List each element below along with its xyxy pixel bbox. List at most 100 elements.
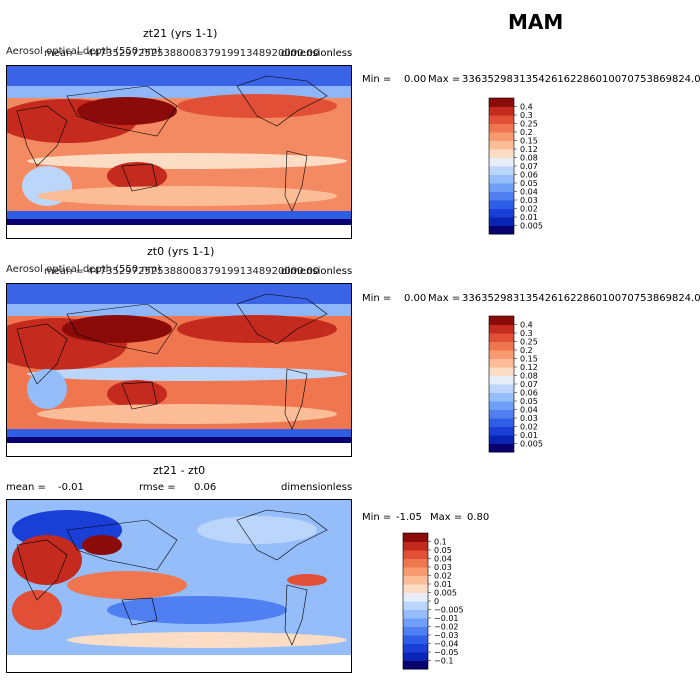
colorbar-swatch [489, 191, 514, 201]
indian-positive [12, 590, 62, 630]
colorbar-swatch [403, 575, 428, 585]
colorbar-swatch [489, 149, 514, 158]
panel-3-colorbar: 0.1 0.05 0.04 0.03 0.02 0.01 0.005 0 −0.005 −0.01… [402, 532, 483, 670]
colorbar-tick-label: 0.04 [520, 188, 538, 197]
southern-ocean-band [67, 632, 347, 648]
colorbar-tick-label: 0.005 [520, 222, 543, 231]
colorbar-tick-label: 0.3 [520, 111, 533, 120]
panel-3-units: dimensionless [281, 482, 353, 493]
colorbar-swatch [489, 225, 514, 235]
colorbar-swatch [403, 550, 428, 559]
colorbar-tick-label: 0.01 [520, 213, 538, 222]
antarctic-mask [7, 655, 351, 672]
panel-3-rmse-value: 0.06 [194, 482, 217, 493]
colorbar-tick-label: 0.1 [434, 538, 447, 547]
asia-high [77, 97, 177, 125]
panel-2-min-value: 0.00 [404, 293, 427, 304]
colorbar-tick-label: 0.15 [520, 137, 538, 146]
colorbar-tick-label: −0.005 [434, 606, 464, 615]
colorbar-swatch [489, 98, 514, 107]
panel-1-max-value: 336352983135426162286010070753869824.00 [462, 74, 700, 85]
colorbar-tick-label: 0.2 [520, 128, 533, 137]
panel-3-rmse-label: rmse = [139, 482, 176, 493]
colorbar-swatch [489, 106, 514, 116]
indian-ocean-low [27, 369, 67, 409]
coastline-australia [121, 381, 158, 410]
colorbar-swatch [403, 626, 428, 636]
colorbar-tick-label: 0.07 [520, 162, 538, 171]
colorbar-tick-label: −0.01 [434, 614, 459, 623]
colorbar-swatch [489, 174, 514, 184]
panel-1-min-label: Min = [362, 74, 392, 85]
pacific-high [177, 94, 337, 118]
colorbar-swatch [489, 341, 514, 351]
colorbar-swatch [403, 618, 428, 627]
colorbar-swatch [403, 660, 428, 670]
colorbar-swatch [489, 384, 514, 393]
colorbar-swatch [489, 183, 514, 192]
colorbar-swatch [489, 200, 514, 209]
colorbar-tick-label: 0.005 [434, 589, 457, 598]
antarctic-mask [7, 443, 351, 456]
colorbar-swatch [403, 592, 428, 602]
colorbar-swatch [403, 609, 428, 619]
panel-2-units: dimensionless [281, 266, 353, 277]
colorbar-swatch [489, 123, 514, 133]
arctic-band [7, 284, 351, 304]
southern-blue-band [7, 211, 351, 219]
panel-2-colorbar-svg: 0.40.30.250.20.150.120.080.070.060.050.0… [488, 315, 543, 453]
colorbar-tick-label: 0.06 [520, 389, 538, 398]
asia-high [62, 315, 172, 343]
equatorial-low [27, 153, 347, 169]
colorbar-tick-label: 0.02 [434, 572, 452, 581]
coastline-eurasia [66, 303, 178, 355]
colorbar-swatch [403, 584, 428, 593]
colorbar-tick-label: 0.03 [520, 196, 538, 205]
colorbar-tick-label: 0.3 [520, 329, 533, 338]
colorbar-tick-label: 0.01 [520, 431, 538, 440]
pacific-neutral [197, 516, 317, 544]
panel-1-max-label: Max = [428, 74, 461, 85]
panel-2-colorbar: 0.4 0.3 0.25 0.2 0.15 0.12 0.08 0.07 0.06 0.05 0.0… [488, 315, 569, 453]
colorbar-tick-label: 0.03 [520, 414, 538, 423]
southern-ocean-band [37, 186, 337, 206]
colorbar-swatch [489, 350, 514, 359]
panel-3-title: zt21 - zt0 [153, 464, 206, 477]
colorbar-swatch [489, 392, 514, 402]
panel-3-mean-label: mean = [6, 482, 46, 493]
coastline-africa [16, 539, 68, 601]
colorbar-tick-label: −0.1 [434, 657, 453, 666]
colorbar-swatch [403, 635, 428, 644]
coastline-south-america [284, 150, 308, 212]
northern-band [7, 304, 351, 316]
colorbar-swatch [489, 324, 514, 334]
coastline-australia [121, 597, 158, 626]
colorbar-swatch [489, 157, 514, 167]
colorbar-swatch [489, 358, 514, 368]
colorbar-swatch [403, 558, 428, 568]
coastline-africa [16, 323, 68, 385]
panel-2-map-svg [7, 284, 351, 456]
atlantic-positive [287, 574, 327, 586]
colorbar-swatch [489, 208, 514, 218]
colorbar-swatch [489, 217, 514, 226]
colorbar-swatch [489, 140, 514, 150]
panel-2-max-value: 336352983135426162286010070753869824.00 [462, 293, 700, 304]
colorbar-tick-label: 0.04 [520, 406, 538, 415]
colorbar-swatch [403, 652, 428, 661]
panel-3-min-label: Min = [362, 512, 392, 523]
colorbar-tick-label: 0.01 [434, 580, 452, 589]
colorbar-swatch [403, 567, 428, 576]
panel-1-units: dimensionless [281, 48, 353, 59]
coastline-south-america [284, 368, 308, 430]
pacific-high [177, 315, 337, 343]
colorbar-swatch [489, 166, 514, 175]
panel-1-colorbar-svg: 0.40.30.250.20.150.120.080.070.060.050.0… [488, 97, 543, 235]
colorbar-tick-label: 0.005 [520, 440, 543, 449]
colorbar-tick-label: 0.04 [434, 555, 452, 564]
panel-3-map [6, 499, 352, 673]
colorbar-swatch [403, 533, 428, 542]
coastline-north-america [236, 509, 328, 561]
colorbar-tick-label: 0.03 [434, 563, 452, 572]
southern-dark-band [7, 219, 351, 225]
